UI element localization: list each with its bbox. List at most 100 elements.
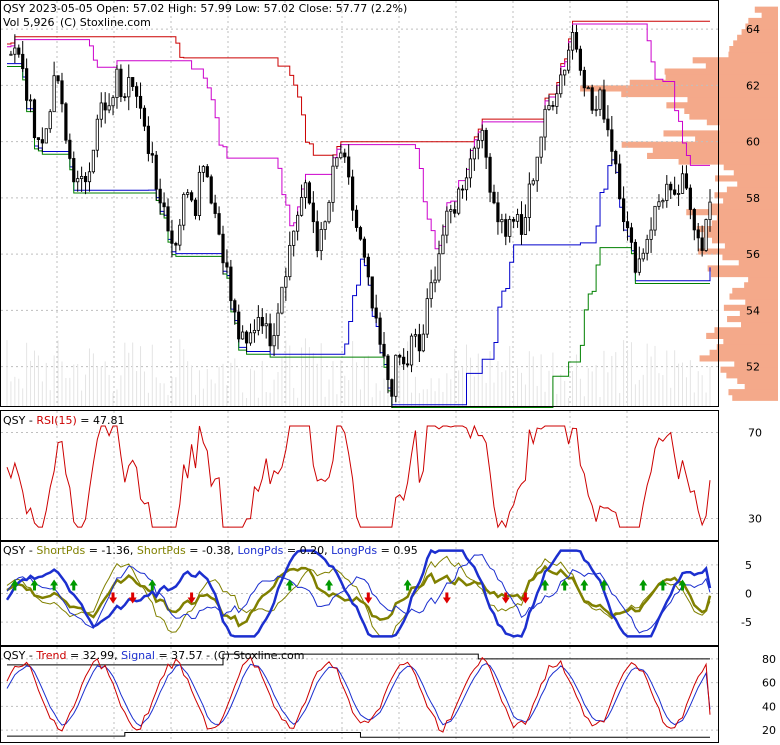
candle-body bbox=[303, 182, 308, 198]
candle-body bbox=[233, 300, 237, 313]
buy-arrow-icon bbox=[30, 579, 39, 591]
profile-bar bbox=[699, 355, 778, 362]
candle-body bbox=[264, 323, 268, 327]
profile-bar bbox=[665, 74, 778, 81]
profile-bar bbox=[706, 119, 778, 126]
candle-body bbox=[9, 53, 13, 56]
candle-body bbox=[115, 68, 119, 98]
candle-body bbox=[708, 201, 712, 220]
profile-bar bbox=[754, 6, 778, 13]
candle-body bbox=[13, 47, 17, 55]
candle-body bbox=[704, 219, 708, 251]
candle-body bbox=[692, 209, 696, 231]
candle-body bbox=[272, 335, 276, 347]
profile-bar bbox=[711, 271, 778, 278]
candle-body bbox=[633, 241, 637, 273]
candle-body bbox=[91, 149, 96, 173]
profile-bar bbox=[707, 265, 778, 272]
candle-body bbox=[225, 262, 229, 268]
candle-body bbox=[602, 89, 606, 120]
candle-body bbox=[543, 108, 547, 138]
buy-arrow-icon bbox=[325, 579, 334, 591]
candle-body bbox=[500, 219, 504, 223]
sell-arrow-icon bbox=[442, 592, 451, 604]
buy-arrow-icon bbox=[285, 579, 294, 591]
buy-arrow-icon bbox=[69, 579, 78, 591]
profile-bar bbox=[663, 130, 778, 137]
short-pds-line-2 bbox=[6, 564, 712, 628]
buy-arrow-icon bbox=[403, 579, 412, 591]
candle-body bbox=[25, 68, 29, 101]
signal-arrows bbox=[10, 579, 687, 604]
candle-body bbox=[378, 317, 382, 345]
profile-bar bbox=[745, 299, 778, 306]
candle-body bbox=[370, 276, 374, 309]
candle-body bbox=[669, 183, 673, 191]
candle-body bbox=[492, 191, 496, 204]
profile-bar bbox=[714, 327, 778, 334]
candle-body bbox=[331, 165, 335, 203]
candle-body bbox=[547, 105, 551, 110]
candle-body bbox=[457, 188, 461, 214]
candle-body bbox=[610, 129, 614, 152]
candle-body bbox=[351, 176, 355, 211]
short-pds-line-1 bbox=[6, 555, 711, 637]
candle-body bbox=[688, 187, 692, 210]
profile-bar bbox=[726, 186, 778, 193]
volume-label: Vol 5,926 bbox=[3, 16, 54, 29]
candle-body bbox=[641, 252, 645, 260]
rsi-ticker: QSY bbox=[3, 414, 26, 427]
profile-bar bbox=[741, 29, 778, 36]
profile-bar bbox=[686, 209, 778, 216]
candle-body bbox=[292, 230, 296, 246]
price-gridlines bbox=[1, 1, 718, 406]
pds-axis: 5 0 -5 bbox=[741, 559, 752, 629]
candle-body bbox=[700, 237, 704, 251]
profile-bar bbox=[729, 46, 778, 53]
profile-bar bbox=[726, 372, 778, 379]
profile-bar bbox=[733, 169, 778, 176]
rsi-tick-label: 30 bbox=[748, 513, 762, 526]
buy-arrow-icon bbox=[10, 579, 19, 591]
candle-body bbox=[413, 334, 418, 337]
candle-body bbox=[449, 209, 453, 212]
price-bands bbox=[7, 20, 711, 409]
price-axis: 64 62 60 58 56 54 52 bbox=[746, 23, 760, 374]
candle-body bbox=[64, 103, 68, 141]
price-panel: 64 62 60 58 56 54 52 QSY 2023-05-05 Open: 57.0… bbox=[0, 0, 778, 409]
profile-bar bbox=[732, 394, 778, 401]
candle-body bbox=[76, 178, 80, 183]
candle-body bbox=[127, 77, 131, 98]
candle-body bbox=[256, 316, 260, 331]
candle-body bbox=[323, 221, 327, 230]
trend-lower-band bbox=[7, 732, 710, 738]
candle-body bbox=[189, 192, 194, 201]
sell-arrow-icon bbox=[364, 592, 373, 604]
profile-bar bbox=[728, 389, 778, 396]
profile-bar bbox=[710, 203, 778, 210]
candle-body bbox=[52, 75, 56, 113]
candle-body bbox=[296, 214, 300, 232]
profile-bar bbox=[723, 338, 778, 345]
candle-body bbox=[138, 95, 143, 109]
candle-body bbox=[103, 102, 107, 111]
candle-body bbox=[248, 332, 253, 344]
price-tick-label: 58 bbox=[746, 192, 760, 205]
profile-bar bbox=[723, 197, 778, 204]
candle-body bbox=[182, 193, 186, 226]
profile-bar bbox=[727, 316, 778, 323]
candle-body bbox=[119, 68, 123, 97]
candle-body bbox=[135, 86, 139, 97]
candle-body bbox=[358, 227, 363, 240]
profile-bar bbox=[728, 51, 778, 58]
candle-body bbox=[429, 282, 433, 300]
profile-bar bbox=[711, 220, 778, 227]
candle-body bbox=[578, 48, 582, 71]
pds-header: QSY - ShortPds = -1.36, ShortPds = -0.38… bbox=[3, 544, 418, 557]
rsi-header: QSY - RSI(15) = 47.81 bbox=[3, 414, 125, 427]
candle-body bbox=[614, 150, 618, 165]
trend-panel-frame bbox=[0, 646, 719, 743]
profile-bar bbox=[689, 113, 778, 120]
profile-bar bbox=[695, 136, 778, 143]
